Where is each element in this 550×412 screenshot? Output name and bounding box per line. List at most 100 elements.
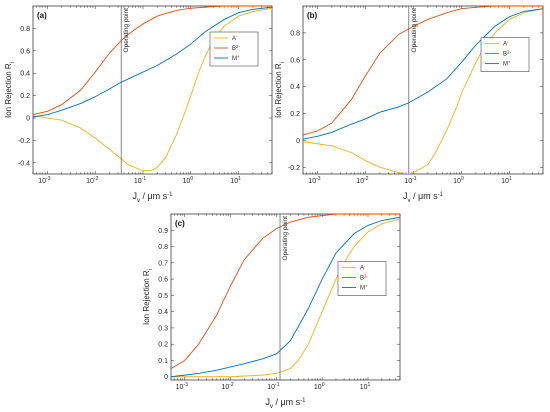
- x-tick-exponent: 0: [461, 176, 464, 182]
- x-axis-label-sub: v: [137, 198, 140, 204]
- x-tick-label: 10: [221, 384, 229, 391]
- legend-entry-m: M+: [503, 59, 511, 68]
- panel-label: (c): [175, 219, 185, 228]
- legend-label-sup: 2-: [364, 273, 369, 278]
- series-line-a: [171, 218, 400, 378]
- x-axis-label-unit: / μm s: [410, 191, 438, 201]
- x-tick-label: 100: [183, 176, 194, 185]
- y-tick-label: 0.3: [158, 325, 168, 332]
- y-tick-label: 0.4: [20, 71, 30, 78]
- operating-point-annotation: Operating point: [282, 216, 289, 261]
- y-axis-label-main: Ion Rejection R: [142, 270, 151, 325]
- operating-point-annotation: Operating point: [411, 8, 418, 53]
- legend: A-B2-M+: [480, 37, 530, 72]
- y-tick-label: 0.1: [158, 358, 168, 365]
- x-tick-label: 101: [501, 176, 512, 185]
- x-tick-label: 10-2: [356, 176, 368, 185]
- y-tick-label: 0.2: [290, 111, 300, 118]
- x-tick-exponent: 1: [238, 176, 241, 182]
- legend-entry-b: B2-: [232, 44, 241, 53]
- y-axis-label: Ion Rejection Ri: [4, 62, 16, 118]
- y-axis-label: Ion Rejection Ri: [142, 269, 154, 325]
- legend-entry-b: B2-: [360, 273, 369, 282]
- y-tick-label: 0.6: [20, 48, 30, 55]
- x-tick-label: 101: [360, 382, 371, 391]
- legend: A-B2-M+: [209, 31, 259, 67]
- series-line-b: [33, 6, 272, 116]
- y-axis-label: Ion Rejection Ri: [274, 62, 286, 118]
- series-line-m: [171, 216, 400, 378]
- x-tick-exponent: 0: [322, 382, 325, 388]
- x-axis-label-sup: -1: [300, 398, 306, 404]
- x-axis-label-sub: v: [270, 404, 273, 410]
- y-tick-label: -0.2: [288, 165, 300, 172]
- legend-label: M: [360, 286, 365, 292]
- x-axis-label-main: J: [132, 191, 137, 201]
- plot-area: [302, 5, 544, 175]
- y-tick-label: 0.8: [158, 244, 168, 251]
- legend-label: A: [232, 36, 236, 42]
- x-tick-label: 10: [360, 384, 368, 391]
- x-tick-label: 10: [314, 384, 322, 391]
- y-tick-label: 0.8: [20, 26, 30, 33]
- x-tick-label: 10-2: [221, 382, 233, 391]
- panel-b: 10-3 10-2 10-1 100 101-0.200.20.40.60.8 Opera…: [274, 5, 544, 204]
- x-tick-label: 10: [404, 178, 412, 185]
- x-tick-label: 10: [308, 178, 316, 185]
- x-axis-label-unit: / μm s: [140, 191, 168, 201]
- y-tick-label: 0.2: [20, 93, 30, 100]
- x-tick-label: 10: [176, 384, 184, 391]
- operating-point-annotation: Operating point: [123, 8, 130, 53]
- x-tick-exponent: -1: [275, 382, 280, 388]
- x-axis-label: Jv / μm s-1: [403, 191, 444, 204]
- x-tick-label: 10-1: [134, 176, 146, 185]
- x-tick-label: 10-2: [86, 176, 98, 185]
- x-tick-exponent: -1: [412, 176, 417, 182]
- y-tick-label: 0: [26, 116, 30, 123]
- series-group: [171, 214, 400, 378]
- y-axis-label-sub: i: [280, 62, 286, 63]
- legend-label: B: [232, 46, 236, 52]
- y-tick-label: 0.6: [290, 57, 300, 64]
- x-tick-label: 10-1: [404, 176, 416, 185]
- plot-area: [170, 213, 401, 381]
- legend-label-sup: -: [364, 263, 366, 268]
- series-line-m: [33, 6, 272, 118]
- x-tick-label: 10-3: [176, 382, 188, 391]
- x-tick-exponent: -2: [364, 176, 369, 182]
- legend-label-sup: 2-: [507, 49, 512, 54]
- legend-label-sup: -: [507, 39, 509, 44]
- series-line-m: [303, 8, 543, 140]
- legend-label-sup: 2-: [236, 44, 241, 49]
- y-tick-label: 0: [164, 374, 168, 381]
- panel-c: 10-3 10-2 10-1 100 10100.10.20.30.40.50.60.7…: [142, 213, 401, 410]
- y-axis-label-main: Ion Rejection R: [274, 63, 283, 118]
- x-tick-exponent: -3: [316, 176, 321, 182]
- x-axis-label-main: J: [403, 191, 408, 201]
- x-axis-label-main: J: [265, 397, 270, 407]
- x-tick-label: 10: [183, 178, 191, 185]
- y-tick-label: 0.7: [158, 260, 168, 267]
- series-line-a: [33, 7, 272, 172]
- y-tick-label: 0.5: [158, 293, 168, 300]
- panel-label: (a): [37, 11, 47, 20]
- x-tick-label: 10-3: [38, 176, 50, 185]
- legend-entry-m: M+: [232, 54, 240, 63]
- legend-label: A: [360, 266, 364, 272]
- legend-label: B: [503, 52, 507, 58]
- y-tick-label: -0.2: [18, 138, 30, 145]
- x-tick-label: 10: [267, 384, 275, 391]
- x-tick-exponent: -3: [183, 382, 188, 388]
- y-tick-label: 0.2: [158, 342, 168, 349]
- y-tick-label: 0: [296, 138, 300, 145]
- y-tick-label: -0.4: [18, 160, 30, 167]
- legend-label-sup: -: [236, 34, 238, 39]
- y-tick-label: 0.9: [158, 228, 168, 235]
- legend-label: B: [360, 276, 364, 282]
- x-axis-label-sub: v: [407, 198, 410, 204]
- series-group: [33, 6, 272, 172]
- plot-area: [32, 5, 273, 175]
- legend-entry-b: B2-: [503, 49, 512, 58]
- x-tick-exponent: -2: [229, 382, 234, 388]
